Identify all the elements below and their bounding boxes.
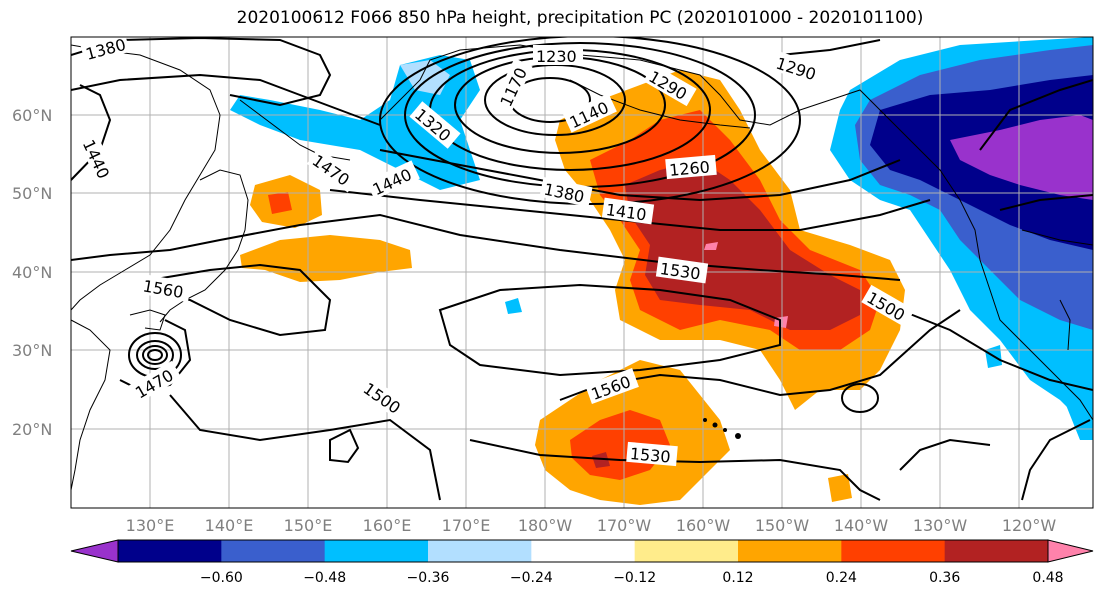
- colorbar-tick-label: −0.48: [303, 570, 346, 586]
- plot-title: 2020100612 F066 850 hPa height, precipit…: [236, 8, 924, 28]
- colorbar: −0.60 −0.48 −0.36 −0.24 −0.12 0.12 0.24 0.36 0.4…: [70, 539, 1094, 586]
- hawaii-islands: [703, 418, 741, 439]
- contour-label: 1530: [629, 444, 671, 466]
- colorbar-swatch: [841, 540, 946, 562]
- colorbar-lower-arrow: [70, 539, 119, 563]
- lon-tick-label: 140°E: [205, 516, 254, 535]
- colorbar-tick-label: 0.12: [722, 570, 753, 586]
- lon-tick-label: 170°E: [442, 516, 491, 535]
- lat-tick-label: 50°N: [12, 184, 52, 203]
- lat-axis: 60°N 50°N 40°N 30°N 20°N: [12, 106, 52, 439]
- lon-tick-label: 150°W: [755, 516, 810, 535]
- lat-tick-label: 20°N: [12, 420, 52, 439]
- lon-tick-label: 150°E: [284, 516, 333, 535]
- coastlines: [71, 44, 1093, 491]
- lon-tick-label: 130°W: [913, 516, 968, 535]
- colorbar-upper-arrow: [1047, 539, 1094, 563]
- lon-tick-label: 180°W: [518, 516, 573, 535]
- colorbar-swatch: [118, 540, 222, 562]
- contour-label: 1260: [668, 157, 710, 179]
- map-frame: [70, 36, 1094, 509]
- colorbar-tick-label: −0.60: [200, 570, 243, 586]
- lon-tick-label: 140°W: [834, 516, 889, 535]
- lon-tick-label: 130°E: [126, 516, 175, 535]
- height-contours: [71, 37, 1093, 501]
- colorbar-tick-label: −0.36: [407, 570, 450, 586]
- colorbar-swatch: [428, 540, 532, 562]
- colorbar-tick-label: 0.36: [929, 570, 960, 586]
- lon-tick-label: 160°W: [676, 516, 731, 535]
- lon-axis: 130°E 140°E 150°E 160°E 170°E 180°W 170°…: [126, 516, 1057, 535]
- colorbar-swatch: [531, 540, 636, 562]
- colorbar-swatch: [634, 540, 739, 562]
- contour-label: 1230: [536, 47, 577, 66]
- map-area: 1380 1230 1290 1170 1290 1140 1320 1260 …: [71, 37, 1093, 508]
- lat-tick-label: 40°N: [12, 263, 52, 282]
- lon-tick-label: 170°W: [597, 516, 652, 535]
- colorbar-tick-label: −0.24: [510, 570, 553, 586]
- positive-anomaly-fill: [240, 70, 905, 505]
- colorbar-tick-label: 0.24: [826, 570, 857, 586]
- colorbar-swatch: [324, 540, 429, 562]
- colorbar-swatch: [738, 540, 842, 562]
- colorbar-swatch: [944, 540, 1049, 562]
- colorbar-tick-label: −0.12: [613, 570, 656, 586]
- colorbar-tick-label: 0.48: [1032, 570, 1063, 586]
- lat-tick-label: 30°N: [12, 341, 52, 360]
- lat-tick-label: 60°N: [12, 106, 52, 125]
- lon-tick-label: 120°W: [1002, 516, 1057, 535]
- colorbar-swatch: [221, 540, 326, 562]
- lon-tick-label: 160°E: [363, 516, 412, 535]
